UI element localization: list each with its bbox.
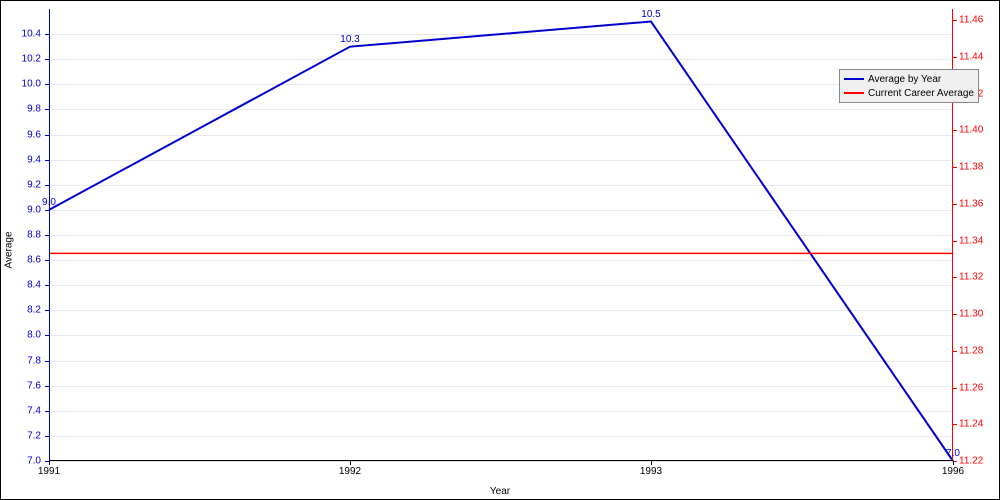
y-left-tick [45,436,49,437]
x-tick [49,461,50,465]
y-left-tick [45,235,49,236]
y-left-tick [45,210,49,211]
x-axis-label: Year [490,486,510,497]
y-right-tick-label: 11.44 [959,51,983,62]
chart-container: 9.0 10.3 10.5 7.0 Average Year 7.0 7.2 7.4 7.6… [0,0,1000,500]
y-right-tick-label: 11.32 [959,272,983,283]
legend-swatch [844,78,864,80]
y-left-tick-label: 7.0 [27,456,41,467]
x-tick-label: 1996 [942,466,964,477]
y-left-tick-label: 7.2 [27,430,41,441]
x-tick [651,461,652,465]
y-axis-left [49,9,50,461]
y-left-tick [45,361,49,362]
y-right-tick [953,314,957,315]
y-right-tick [953,167,957,168]
y-left-tick-label: 8.8 [27,230,41,241]
y-left-tick-label: 10.0 [22,79,41,90]
x-tick [953,461,954,465]
y-left-tick-label: 8.2 [27,305,41,316]
y-left-tick [45,59,49,60]
y-axis-left-label: Average [4,231,15,268]
y-right-tick [953,277,957,278]
legend-label: Current Career Average [868,88,974,99]
y-left-tick-label: 8.0 [27,330,41,341]
series-line-avg-by-year [49,22,953,461]
y-left-tick-label: 10.2 [22,54,41,65]
y-left-tick-label: 7.6 [27,380,41,391]
y-right-tick [953,424,957,425]
x-tick-label: 1992 [339,466,361,477]
x-tick [350,461,351,465]
y-left-tick-label: 7.8 [27,355,41,366]
y-right-tick-label: 11.26 [959,382,983,393]
y-left-tick-label: 9.0 [27,204,41,215]
y-right-tick [953,351,957,352]
y-left-tick-label: 9.8 [27,104,41,115]
y-left-tick-label: 7.4 [27,405,41,416]
y-right-tick-label: 11.40 [959,125,983,136]
y-left-tick [45,386,49,387]
y-right-tick [953,388,957,389]
y-left-tick-label: 9.6 [27,129,41,140]
y-right-tick [953,57,957,58]
y-left-tick [45,109,49,110]
grid-line [49,461,953,462]
x-tick-label: 1993 [640,466,662,477]
x-tick-label: 1991 [38,466,60,477]
y-left-tick [45,285,49,286]
y-right-tick-label: 11.24 [959,419,983,430]
y-left-tick-label: 9.4 [27,154,41,165]
legend: Average by Year Current Career Average [839,69,979,103]
y-right-tick-label: 11.22 [959,456,983,467]
y-left-tick-label: 8.4 [27,280,41,291]
y-right-tick-label: 11.34 [959,235,983,246]
point-label: 10.3 [340,34,359,45]
y-left-tick-label: 9.2 [27,179,41,190]
plot-area: 9.010.310.57.0 [49,9,953,461]
y-left-tick [45,310,49,311]
y-right-tick-label: 11.36 [959,198,983,209]
y-left-tick [45,84,49,85]
y-right-tick-label: 11.46 [959,15,983,26]
y-left-tick [45,260,49,261]
y-right-tick-label: 11.38 [959,162,983,173]
y-left-tick-label: 8.6 [27,255,41,266]
legend-item: Current Career Average [844,86,974,100]
y-left-tick [45,160,49,161]
y-left-tick [45,335,49,336]
point-label: 10.5 [641,9,660,20]
y-left-tick [45,34,49,35]
legend-label: Average by Year [868,74,941,85]
y-right-tick-label: 11.30 [959,309,983,320]
series-svg [49,9,953,461]
y-right-tick [953,204,957,205]
y-left-tick [45,185,49,186]
x-axis [49,460,953,461]
y-left-tick [45,135,49,136]
y-right-tick-label: 11.28 [959,345,983,356]
y-left-tick-label: 10.4 [22,29,41,40]
y-left-tick [45,411,49,412]
y-right-tick [953,241,957,242]
legend-swatch [844,92,864,94]
y-right-tick [953,130,957,131]
legend-item: Average by Year [844,72,974,86]
point-label: 7.0 [946,448,960,459]
point-label: 9.0 [42,197,56,208]
y-right-tick [953,20,957,21]
